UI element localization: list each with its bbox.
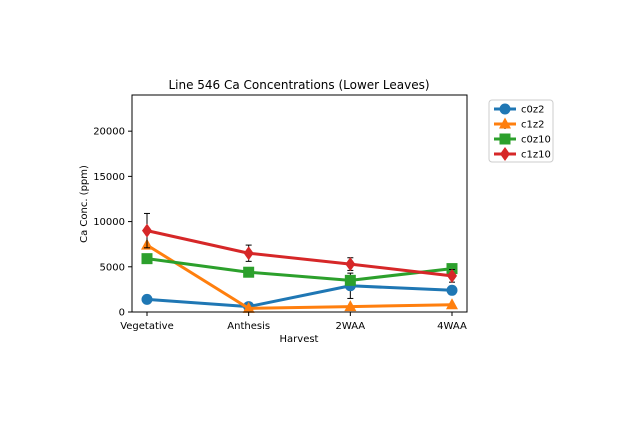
y-tick-label: 15000 xyxy=(93,172,125,183)
x-tick-label: 4WAA xyxy=(437,321,467,332)
data-point xyxy=(446,298,458,310)
data-point xyxy=(243,246,254,261)
series-c0z10 xyxy=(141,253,458,286)
legend-marker xyxy=(499,133,511,145)
legend: c0z2 c1z2 c0z10 c1z10 xyxy=(488,99,554,163)
legend-label: c1z2 xyxy=(521,120,544,131)
data-point xyxy=(344,300,357,312)
legend-marker xyxy=(500,147,510,161)
data-point xyxy=(446,284,458,296)
y-tick-label: 5000 xyxy=(100,262,125,273)
series-line xyxy=(146,284,453,309)
series-line xyxy=(146,243,453,310)
y-axis-label: Ca Conc. (ppm) xyxy=(79,165,90,243)
series-c1z10 xyxy=(142,212,457,283)
chart-title: Line 546 Ca Concentrations (Lower Leaves… xyxy=(168,78,429,92)
legend-entry: c0z2 xyxy=(494,103,544,116)
x-tick-label: Anthesis xyxy=(227,321,270,332)
y-tick-label: 0 xyxy=(119,308,125,319)
y-axis: 0 5000 10000 15000 20000 xyxy=(93,127,132,319)
series-c0z2 xyxy=(141,272,458,313)
legend-label: c1z10 xyxy=(521,150,551,161)
series-line xyxy=(146,229,453,278)
x-tick-label: Vegetative xyxy=(120,321,174,332)
legend-box xyxy=(488,99,554,163)
x-axis: Vegetative Anthesis 2WAA 4WAA xyxy=(120,312,467,332)
series-line xyxy=(146,257,453,282)
legend-entry: c1z2 xyxy=(494,117,544,131)
series-c1z2 xyxy=(141,238,458,313)
data-point xyxy=(141,293,153,305)
data-point xyxy=(142,223,152,238)
x-axis-label: Harvest xyxy=(280,334,319,345)
legend-entry: c1z10 xyxy=(494,147,551,161)
y-tick-label: 20000 xyxy=(93,127,125,138)
y-tick-label: 10000 xyxy=(93,217,125,228)
x-tick-label: 2WAA xyxy=(335,321,365,332)
data-point xyxy=(141,253,153,265)
plot-frame xyxy=(131,94,468,313)
plot-area xyxy=(131,94,468,313)
legend-marker xyxy=(499,103,511,115)
data-point xyxy=(243,266,255,278)
data-point xyxy=(242,301,255,313)
legend-marker xyxy=(499,117,511,129)
data-point xyxy=(446,263,458,275)
legend-label: c0z2 xyxy=(521,105,544,116)
data-point xyxy=(344,274,356,286)
legend-label: c0z10 xyxy=(521,135,551,146)
legend-entry: c0z10 xyxy=(494,133,551,146)
data-point xyxy=(345,257,356,272)
data-point xyxy=(447,268,457,283)
